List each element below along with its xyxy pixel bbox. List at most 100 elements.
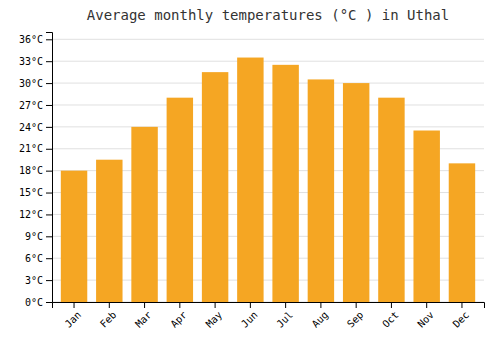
bars	[61, 58, 475, 302]
y-tick: 18°C	[19, 165, 52, 176]
x-tick-label: Aug	[310, 309, 331, 330]
y-tick-mark	[46, 83, 52, 84]
y-tick: 0°C	[25, 297, 52, 308]
x-tick-mark	[74, 302, 75, 308]
y-tick-label: 18°C	[19, 165, 43, 176]
x-tick-label: May	[204, 309, 225, 330]
y-tick-mark	[46, 280, 52, 281]
grid-line	[52, 61, 484, 62]
y-tick: 30°C	[19, 78, 52, 89]
y-tick-label: 6°C	[25, 253, 43, 264]
x-tick-label: Dec	[451, 309, 472, 330]
y-tick-label: 3°C	[25, 275, 43, 286]
y-tick-mark	[46, 39, 52, 40]
y-tick: 33°C	[19, 56, 52, 67]
y-tick-label: 24°C	[19, 122, 43, 133]
grid-line	[52, 39, 484, 40]
y-tick-mark	[46, 302, 52, 303]
y-tick-mark	[46, 258, 52, 259]
y-tick-label: 27°C	[19, 100, 43, 111]
y-tick: 3°C	[25, 275, 52, 286]
y-tick: 15°C	[19, 187, 52, 198]
y-tick-label: 36°C	[19, 34, 43, 45]
x-tick-label: Jan	[63, 309, 84, 330]
y-tick: 9°C	[25, 231, 52, 242]
bar	[308, 79, 334, 302]
y-tick: 12°C	[19, 209, 52, 220]
y-tick-label: 15°C	[19, 187, 43, 198]
x-tick: Feb	[98, 302, 119, 330]
x-tick-label: Sep	[345, 309, 366, 330]
bar	[237, 58, 263, 302]
grid-line	[52, 83, 484, 84]
y-tick: 24°C	[19, 122, 52, 133]
chart: 0°C 3°C 6°C 9°C 12°C 15°C 18°C 21°C 24°C 27°C 30°C…	[0, 0, 500, 350]
y-axis: 0°C 3°C 6°C 9°C 12°C 15°C 18°C 21°C 24°C 27°C 30°C…	[19, 33, 53, 308]
x-tick: May	[204, 302, 225, 330]
bar	[449, 163, 475, 302]
x-tick-mark	[109, 302, 110, 308]
x-tick: Sep	[345, 302, 366, 330]
y-tick-mark	[46, 214, 52, 215]
y-axis-line	[46, 33, 53, 303]
x-tick-label: Mar	[133, 309, 154, 330]
x-tick-mark	[356, 302, 357, 308]
title: Average monthly temperatures (°C ) in Ut…	[87, 7, 449, 23]
x-tick-label: Jun	[239, 309, 260, 330]
x-tick: Nov	[415, 302, 436, 330]
x-axis: Jan Feb Mar Apr May Jun Jul Aug Sep Oct Nov Dec	[53, 302, 485, 330]
y-tick-mark	[46, 236, 52, 237]
x-tick: Jan	[63, 302, 84, 330]
x-tick-mark	[144, 302, 145, 308]
x-tick-mark	[285, 302, 286, 308]
y-tick-label: 21°C	[19, 143, 43, 154]
y-tick-mark	[46, 171, 52, 172]
bar	[378, 98, 404, 302]
x-tick-label: Apr	[168, 309, 189, 330]
x-tick: Dec	[451, 302, 472, 330]
y-tick: 21°C	[19, 143, 52, 154]
x-tick: Jul	[274, 302, 295, 330]
y-tick-label: 30°C	[19, 78, 43, 89]
x-tick-label: Feb	[98, 309, 119, 330]
bar	[272, 65, 298, 302]
y-tick-mark	[46, 105, 52, 106]
plot: 0°C 3°C 6°C 9°C 12°C 15°C 18°C 21°C 24°C 27°C 30°C…	[19, 33, 485, 330]
bar	[413, 131, 439, 302]
grid-line	[52, 126, 484, 127]
x-tick-mark	[391, 302, 392, 308]
x-tick-mark	[250, 302, 251, 308]
x-tick-label: Jul	[274, 309, 295, 330]
x-tick: Mar	[133, 302, 154, 330]
bar	[96, 160, 122, 302]
x-tick: Apr	[168, 302, 189, 330]
x-tick-label: Nov	[415, 309, 436, 330]
y-tick-mark	[46, 127, 52, 128]
x-tick-mark	[461, 302, 462, 308]
y-tick-mark	[46, 193, 52, 194]
y-tick-label: 33°C	[19, 56, 43, 67]
y-tick-label: 12°C	[19, 209, 43, 220]
grid-line	[52, 104, 484, 105]
y-tick-label: 0°C	[25, 297, 43, 308]
y-tick-label: 9°C	[25, 231, 43, 242]
x-tick: Aug	[310, 302, 331, 330]
x-tick-mark	[215, 302, 216, 308]
y-tick-mark	[46, 61, 52, 62]
x-tick-label: Oct	[380, 309, 401, 330]
grid	[52, 39, 484, 302]
x-tick-mark	[426, 302, 427, 308]
bar	[202, 72, 228, 302]
x-axis-line	[53, 303, 485, 309]
y-tick-mark	[46, 149, 52, 150]
bar	[167, 98, 193, 302]
x-tick-mark	[320, 302, 321, 308]
y-tick: 6°C	[25, 253, 52, 264]
x-tick-mark	[179, 302, 180, 308]
bar	[343, 83, 369, 302]
x-tick: Oct	[380, 302, 401, 330]
bar	[61, 171, 87, 302]
x-tick: Jun	[239, 302, 260, 330]
bar	[131, 127, 157, 302]
y-tick: 36°C	[19, 34, 52, 45]
